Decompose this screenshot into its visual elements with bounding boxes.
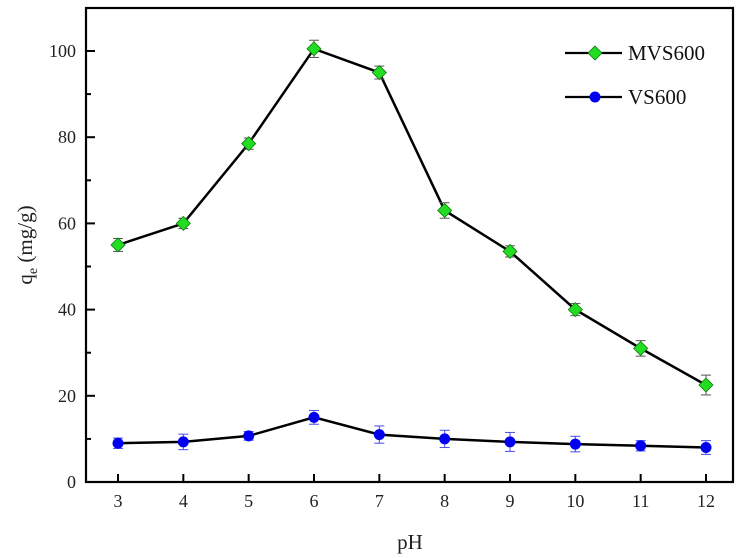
series-layer [110, 39, 714, 455]
y-tick-label: 80 [58, 127, 76, 147]
y-tick-label: 0 [67, 472, 76, 492]
x-tick-label: 8 [440, 491, 449, 511]
x-tick-label: 6 [310, 491, 319, 511]
series-vs600 [112, 409, 712, 455]
y-tick-label: 60 [58, 213, 76, 233]
circle-marker [439, 433, 451, 445]
circle-marker [308, 411, 320, 423]
diamond-marker [698, 377, 714, 393]
circle-marker [635, 440, 647, 452]
y-tick-label: 40 [58, 300, 76, 320]
plot-area: 0 20 40 60 80 100 3 4 5 6 7 8 9 10 11 12 [49, 6, 735, 511]
circle-marker [243, 430, 255, 442]
x-tick-label: 11 [632, 491, 649, 511]
diamond-marker [437, 202, 453, 219]
legend-label-vs600: VS600 [628, 85, 686, 109]
diamond-marker [306, 41, 322, 57]
y-axis-title-sub: e [26, 268, 41, 274]
diamond-marker [633, 340, 649, 356]
y-tick-label: 20 [58, 386, 76, 406]
diamond-marker [110, 237, 126, 253]
legend-label-mvs600: MVS600 [628, 41, 705, 65]
y-axis-title-unit: (mg/g) [13, 205, 37, 267]
x-axis-title: pH [397, 530, 423, 554]
x-tick-label: 9 [506, 491, 515, 511]
diamond-marker [175, 215, 191, 231]
x-tick-label: 7 [375, 491, 384, 511]
circle-marker [569, 438, 581, 450]
series-line [117, 416, 707, 449]
diamond-marker [241, 136, 257, 152]
x-tick-label: 12 [697, 491, 715, 511]
circle-marker [700, 442, 712, 454]
x-tick-label: 10 [566, 491, 584, 511]
diamond-marker [567, 302, 583, 318]
circle-marker-icon [589, 91, 601, 103]
diamond-marker-icon [587, 45, 603, 61]
series-line [117, 47, 707, 387]
circle-marker [504, 436, 516, 448]
series-mvs600 [110, 39, 714, 396]
circle-marker [112, 437, 124, 449]
diamond-marker [502, 243, 518, 259]
x-tick-label: 4 [179, 491, 188, 511]
legend-item-vs600: VS600 [565, 85, 686, 109]
plot-frame [84, 6, 735, 484]
x-tick-label: 5 [244, 491, 253, 511]
circle-marker [373, 429, 385, 441]
y-axis-title-main: q [13, 274, 37, 285]
legend-item-mvs600: MVS600 [565, 41, 705, 65]
circle-marker [177, 436, 189, 448]
y-axis-title: qe (mg/g) [13, 205, 41, 284]
y-tick-label: 100 [49, 41, 76, 61]
diamond-marker [371, 64, 387, 81]
x-tick-label: 3 [114, 491, 123, 511]
legend: MVS600 VS600 [565, 41, 705, 109]
